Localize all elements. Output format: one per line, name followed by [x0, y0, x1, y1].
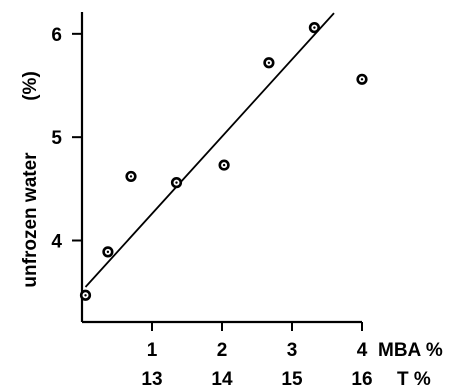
x-ticks: 1 13 2 14 3 15 4 16 [141, 322, 373, 390]
x-secondary-tick-label: 13 [141, 369, 162, 390]
data-point [102, 246, 114, 258]
data-point-center [175, 181, 178, 184]
y-tick-label: 5 [51, 128, 62, 149]
x-axis-secondary-label: T % [397, 369, 431, 390]
data-points [79, 22, 368, 301]
x-secondary-tick-label: 16 [351, 369, 372, 390]
x-secondary-tick-label: 15 [281, 369, 303, 390]
data-point [356, 73, 368, 85]
data-point [308, 22, 321, 34]
data-point [218, 159, 230, 171]
y-axis-label: unfrozen water [20, 152, 41, 288]
data-point [263, 57, 275, 69]
data-point-center [360, 78, 364, 81]
x-secondary-tick-label: 14 [211, 369, 233, 390]
x-tick-label: 1 [147, 340, 158, 361]
y-tick-label: 4 [51, 232, 62, 253]
data-point [170, 177, 183, 189]
data-point-center [129, 175, 133, 178]
data-point [125, 170, 137, 183]
y-axis-unit-label: (%) [20, 71, 41, 101]
regression-line [84, 12, 335, 288]
data-point-center [106, 250, 110, 254]
data-point-center [84, 294, 87, 297]
fit-line-group [84, 12, 335, 288]
x-tick-label: 2 [217, 340, 228, 361]
y-ticks: 4 5 6 [51, 25, 82, 253]
data-point [79, 289, 92, 301]
data-point-center [313, 26, 316, 29]
x-tick-label: 3 [287, 340, 298, 361]
data-point-center [267, 61, 271, 64]
data-point-center [222, 163, 226, 167]
x-axis-primary-label: MBA % [378, 340, 443, 361]
y-tick-label: 6 [51, 25, 62, 46]
x-tick-label: 4 [357, 340, 368, 361]
